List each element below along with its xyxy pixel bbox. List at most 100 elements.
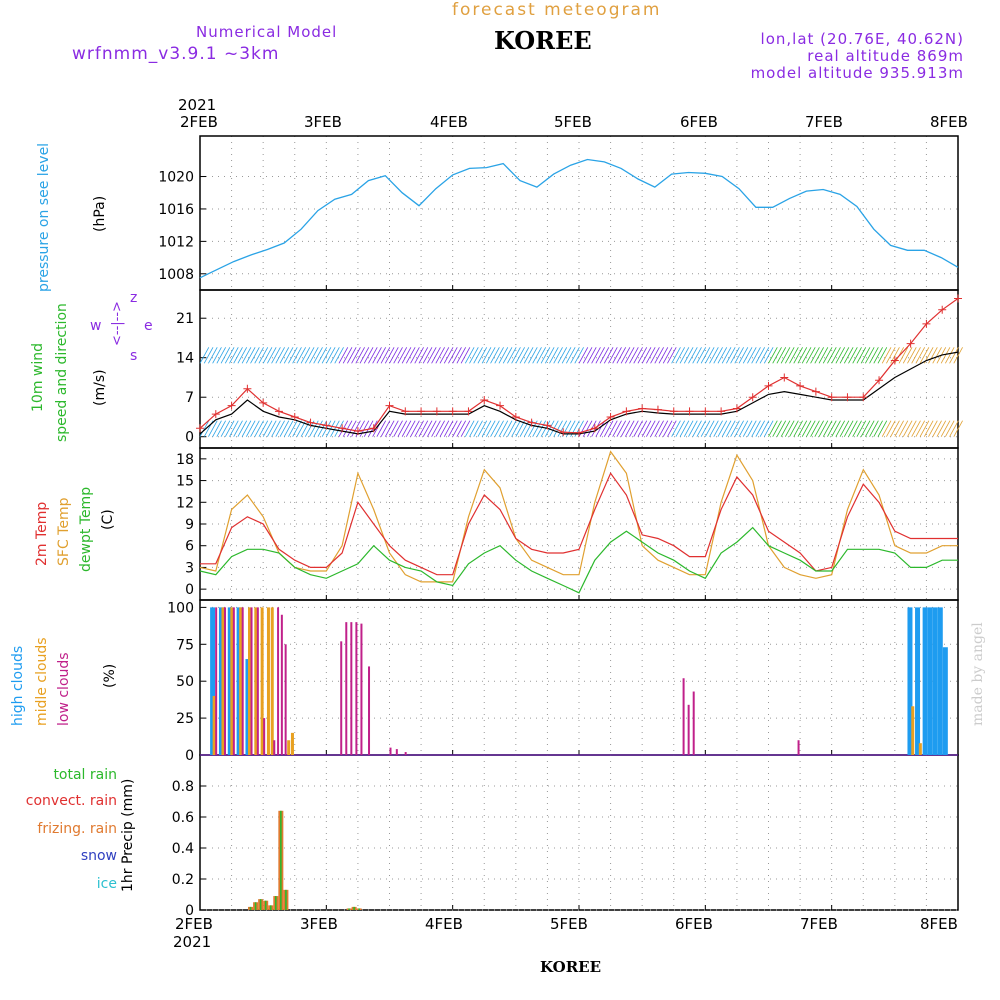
wind-arrow-high-118 <box>696 347 707 364</box>
wind-arrow-high-88 <box>570 347 580 364</box>
wind-arrow-low-91 <box>582 420 593 437</box>
wind-arrow-low-154 <box>848 420 858 437</box>
ytick-label-1-3: 21 <box>176 311 194 327</box>
precip-total-7 <box>285 889 287 910</box>
cloud-bar-low-18 <box>263 718 266 755</box>
cloud-bar-high-42 <box>915 607 921 755</box>
wind-arrow-high-84 <box>553 347 563 364</box>
cloud-bar-high-9 <box>236 607 242 755</box>
compass-s: s <box>130 348 138 364</box>
precip-total-1 <box>254 902 257 910</box>
wind-arrow-high-90 <box>578 347 589 364</box>
wind-arrow-high-73 <box>507 347 517 364</box>
wind-arrow-high-26 <box>309 347 319 364</box>
legend-total-rain: total rain <box>53 767 117 783</box>
wind-arrow-high-93 <box>591 347 601 364</box>
wind-arrow-high-136 <box>772 347 782 364</box>
ytick-label-4-3: 0.6 <box>172 810 194 826</box>
wind-arrow-low-143 <box>801 420 812 437</box>
wind-gust-line <box>199 298 959 434</box>
wind-arrow-high-172 <box>923 347 934 364</box>
wind-arrow-high-79 <box>532 347 542 364</box>
wind-arrow-low-77 <box>523 420 534 437</box>
wind-arrow-high-92 <box>587 347 597 364</box>
gust-marker-39 <box>811 387 820 396</box>
gust-marker-7 <box>306 418 315 427</box>
wind-arrow-high-99 <box>616 347 627 364</box>
wind-arrow-high-27 <box>313 347 323 364</box>
wind-arrow-high-116 <box>688 347 698 364</box>
wind-arrow-low-55 <box>431 420 441 437</box>
wind-arrow-high-62 <box>460 347 471 364</box>
wind-arrow-low-163 <box>886 420 896 437</box>
wind-arrow-high-58 <box>443 347 454 364</box>
wind-arrow-low-171 <box>919 420 930 437</box>
wind-arrow-high-56 <box>435 347 445 364</box>
wind-arrow-high-101 <box>624 347 635 364</box>
wind-arrow-low-72 <box>502 420 513 437</box>
wind-arrow-high-113 <box>675 347 686 364</box>
wind-arrow-high-161 <box>877 347 888 364</box>
cloud-bar-low-30 <box>355 622 358 755</box>
gust-marker-19 <box>496 401 505 410</box>
wind-arrow-low-155 <box>852 420 862 437</box>
station-name: KOREE <box>494 26 592 55</box>
wind-arrow-low-36 <box>351 420 361 437</box>
wind-arrow-high-140 <box>789 347 799 364</box>
gust-marker-48 <box>954 294 962 303</box>
cloud-bar-low-22 <box>277 607 280 755</box>
ytick-label-1-2: 14 <box>176 351 194 367</box>
wind-arrow-low-41 <box>372 420 382 437</box>
wind-arrow-low-53 <box>422 420 433 437</box>
precip-bar-1 <box>253 902 259 910</box>
gust-marker-44 <box>890 356 899 365</box>
date-top-2: 4FEB <box>430 113 468 131</box>
wind-arrow-low-173 <box>928 420 938 437</box>
precip-bar-10 <box>356 908 362 910</box>
wind-arrow-high-77 <box>523 347 534 364</box>
wind-arrow-high-175 <box>936 347 947 364</box>
panel-frame-2 <box>199 447 959 601</box>
gust-marker-17 <box>464 407 473 416</box>
wind-arrow-high-123 <box>717 347 728 364</box>
wind-arrow-high-33 <box>338 347 349 364</box>
gust-marker-31 <box>685 407 694 416</box>
wind-arrow-low-33 <box>338 420 349 437</box>
gust-marker-21 <box>527 418 536 427</box>
wind-arrow-high-117 <box>692 347 702 364</box>
precip-total-10 <box>358 908 360 910</box>
wind-arrow-low-47 <box>397 420 408 437</box>
date-top-1: 3FEB <box>304 113 342 131</box>
precip-total-9 <box>353 906 355 910</box>
credit: made by angel <box>970 622 986 726</box>
wind-arrow-low-59 <box>448 420 458 437</box>
gust-marker-1 <box>211 410 220 419</box>
wind-arrow-high-160 <box>873 347 883 364</box>
wind-arrow-low-152 <box>839 420 850 437</box>
wind-arrow-low-96 <box>603 420 614 437</box>
wind-arrow-low-119 <box>700 420 711 437</box>
wind-ylabel-1: 10m wind <box>30 342 46 412</box>
wind-arrow-high-171 <box>919 347 930 364</box>
wind-arrow-high-61 <box>456 347 467 364</box>
wind-arrow-low-133 <box>759 420 770 437</box>
wind-arrow-low-81 <box>540 420 551 437</box>
wind-arrow-low-38 <box>359 420 370 437</box>
wind-arrow-low-169 <box>911 420 921 437</box>
wind-arrow-low-66 <box>477 420 488 437</box>
wind-arrow-low-106 <box>646 420 656 437</box>
temp-ylabel-3: dewpt Temp <box>78 486 94 572</box>
wind-arrow-low-43 <box>380 420 391 437</box>
wind-arrow-low-109 <box>658 420 669 437</box>
wind-arrow-high-49 <box>405 347 416 364</box>
cloud-bar-mid-7 <box>230 607 234 755</box>
wind-unit: (m/s) <box>92 369 108 406</box>
precip-total-4 <box>269 905 272 910</box>
cloud-bar-low-16 <box>256 607 259 755</box>
precip-bar-0 <box>248 906 254 910</box>
wind-arrow-low-49 <box>405 420 416 437</box>
wind-arrow-low-61 <box>456 420 467 437</box>
temp-ylabel-2: SFC Temp <box>56 497 72 566</box>
wind-arrow-high-16 <box>267 347 277 364</box>
